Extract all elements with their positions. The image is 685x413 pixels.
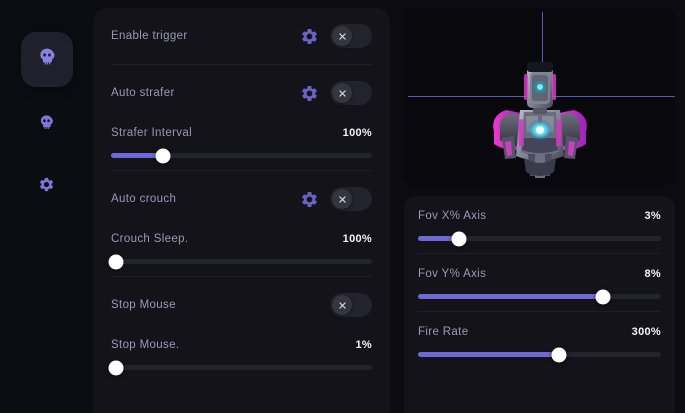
slider-value: 1%: [355, 339, 372, 351]
toggle-auto-crouch[interactable]: [330, 187, 372, 211]
crosshair-vertical-line: [542, 12, 543, 96]
row-divider: [111, 276, 372, 277]
x-icon: [338, 195, 346, 203]
toggle-enable-trigger[interactable]: [330, 24, 372, 48]
toggle-knob: [332, 26, 352, 46]
slider-label: Stop Mouse.: [111, 339, 180, 351]
slider-track-fov-x-axis[interactable]: [418, 231, 661, 246]
slider-track-crouch-sleep[interactable]: [108, 254, 372, 269]
x-icon: [338, 89, 346, 97]
sidebar-item-settings[interactable]: [21, 163, 73, 211]
setting-label: Enable trigger: [111, 30, 188, 42]
toggle-knob: [332, 189, 352, 209]
slider-row-fov-x-axis: Fov X% Axis 3%: [418, 196, 661, 253]
slider-row-strafer-interval: Strafer Interval 100%: [111, 121, 372, 170]
sidebar: [0, 0, 93, 413]
content-area: Enable trigger: [93, 0, 685, 413]
slider-track-fire-rate[interactable]: [418, 347, 661, 362]
toggle-stop-mouse[interactable]: [330, 293, 372, 317]
slider-row-fov-y-axis: Fov Y% Axis 8%: [418, 254, 661, 311]
gear-icon[interactable]: [298, 82, 320, 104]
row-divider: [111, 170, 372, 171]
row-divider: [418, 253, 661, 254]
slider-handle[interactable]: [595, 289, 611, 304]
slider-track-stop-mouse[interactable]: [108, 360, 372, 375]
x-icon: [338, 32, 346, 40]
gear-icon[interactable]: [298, 25, 320, 47]
gear-icon: [38, 176, 55, 198]
skull-icon: [38, 114, 55, 136]
slider-fill: [418, 236, 460, 241]
slider-label: Fire Rate: [418, 326, 469, 338]
slider-track-fov-y-axis[interactable]: [418, 289, 661, 304]
toggle-auto-strafer[interactable]: [330, 81, 372, 105]
sidebar-item-skull-secondary[interactable]: [21, 101, 73, 149]
slider-handle[interactable]: [108, 254, 124, 269]
slider-handle[interactable]: [155, 148, 171, 163]
skull-icon: [37, 47, 57, 72]
slider-handle[interactable]: [108, 360, 124, 375]
setting-label: Stop Mouse: [111, 299, 176, 311]
setting-label: Auto crouch: [111, 193, 177, 205]
setting-row-auto-crouch: Auto crouch: [111, 171, 372, 227]
slider-fill: [418, 294, 603, 299]
slider-row-crouch-sleep: Crouch Sleep. 100%: [108, 227, 372, 276]
row-divider: [418, 311, 661, 312]
robot-character-render: [480, 54, 600, 182]
sidebar-item-skull-primary[interactable]: [20, 32, 73, 87]
slider-value: 100%: [342, 127, 372, 139]
slider-label: Fov Y% Axis: [418, 268, 487, 280]
setting-row-stop-mouse: Stop Mouse: [111, 277, 372, 333]
toggle-knob: [332, 295, 352, 315]
slider-track-strafer-interval[interactable]: [111, 148, 372, 163]
slider-handle[interactable]: [551, 347, 567, 362]
settings-panel-right: Fov X% Axis 3% Fov Y% Axis 8%: [404, 196, 675, 413]
slider-row-stop-mouse: Stop Mouse. 1%: [108, 333, 372, 382]
slider-value: 8%: [644, 268, 661, 280]
toggle-knob: [332, 83, 352, 103]
setting-row-enable-trigger: Enable trigger: [111, 8, 372, 65]
character-preview: [404, 8, 675, 186]
slider-row-fire-rate: Fire Rate 300%: [418, 312, 661, 369]
slider-value: 100%: [342, 233, 372, 245]
gear-icon[interactable]: [298, 188, 320, 210]
slider-handle[interactable]: [451, 231, 467, 246]
row-divider: [111, 64, 372, 65]
slider-label: Fov X% Axis: [418, 210, 487, 222]
slider-fill: [111, 153, 164, 158]
setting-label: Auto strafer: [111, 87, 175, 99]
slider-value: 3%: [644, 210, 661, 222]
slider-label: Strafer Interval: [111, 127, 193, 139]
x-icon: [338, 301, 346, 309]
slider-label: Crouch Sleep.: [111, 233, 189, 245]
slider-fill: [418, 352, 559, 357]
right-column: Fov X% Axis 3% Fov Y% Axis 8%: [390, 0, 685, 413]
slider-value: 300%: [631, 326, 661, 338]
settings-panel-left: Enable trigger: [93, 8, 390, 413]
setting-row-auto-strafer: Auto strafer: [111, 65, 372, 121]
